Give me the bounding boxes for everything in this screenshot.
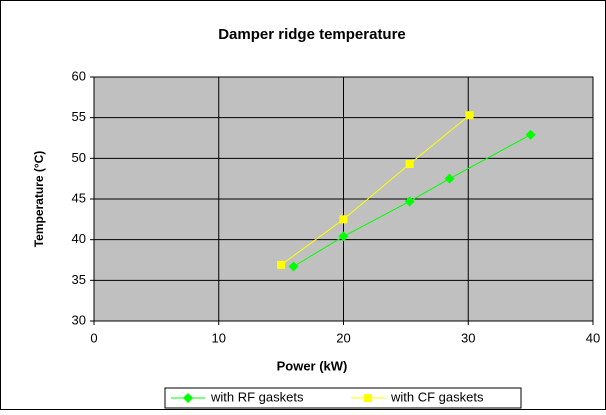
chart-title: Damper ridge temperature xyxy=(218,26,406,43)
x-tick-label: 0 xyxy=(90,330,97,345)
legend-label: with RF gaskets xyxy=(210,389,304,404)
y-axis-label: Temperature (°C) xyxy=(32,151,46,248)
data-point xyxy=(404,196,415,207)
data-point xyxy=(338,231,349,242)
legend: with RF gaskets with CF gaskets xyxy=(164,387,522,409)
data-point xyxy=(444,173,455,184)
x-axis-label: Power (kW) xyxy=(277,358,348,373)
y-tick-label: 30 xyxy=(72,312,86,327)
data-point xyxy=(339,215,348,224)
legend-label: with CF gaskets xyxy=(390,389,484,404)
data-point xyxy=(405,160,414,169)
series-line xyxy=(280,114,470,266)
data-point xyxy=(525,129,536,140)
y-tick-label: 45 xyxy=(72,190,86,205)
x-tick-label: 20 xyxy=(336,330,350,345)
y-tick-label: 50 xyxy=(72,150,86,165)
y-tick-label: 40 xyxy=(72,231,86,246)
data-point xyxy=(277,260,286,269)
legend-marker xyxy=(183,393,193,403)
y-tick-label: 60 xyxy=(72,68,86,83)
data-point xyxy=(465,111,474,120)
x-tick-label: 10 xyxy=(212,330,226,345)
legend-marker xyxy=(364,394,372,402)
legend-box xyxy=(164,387,522,409)
y-tick-label: 35 xyxy=(72,272,86,287)
data-point xyxy=(288,261,299,272)
x-tick-label: 40 xyxy=(586,330,600,345)
x-tick-label: 30 xyxy=(461,330,475,345)
y-tick-label: 55 xyxy=(72,109,86,124)
